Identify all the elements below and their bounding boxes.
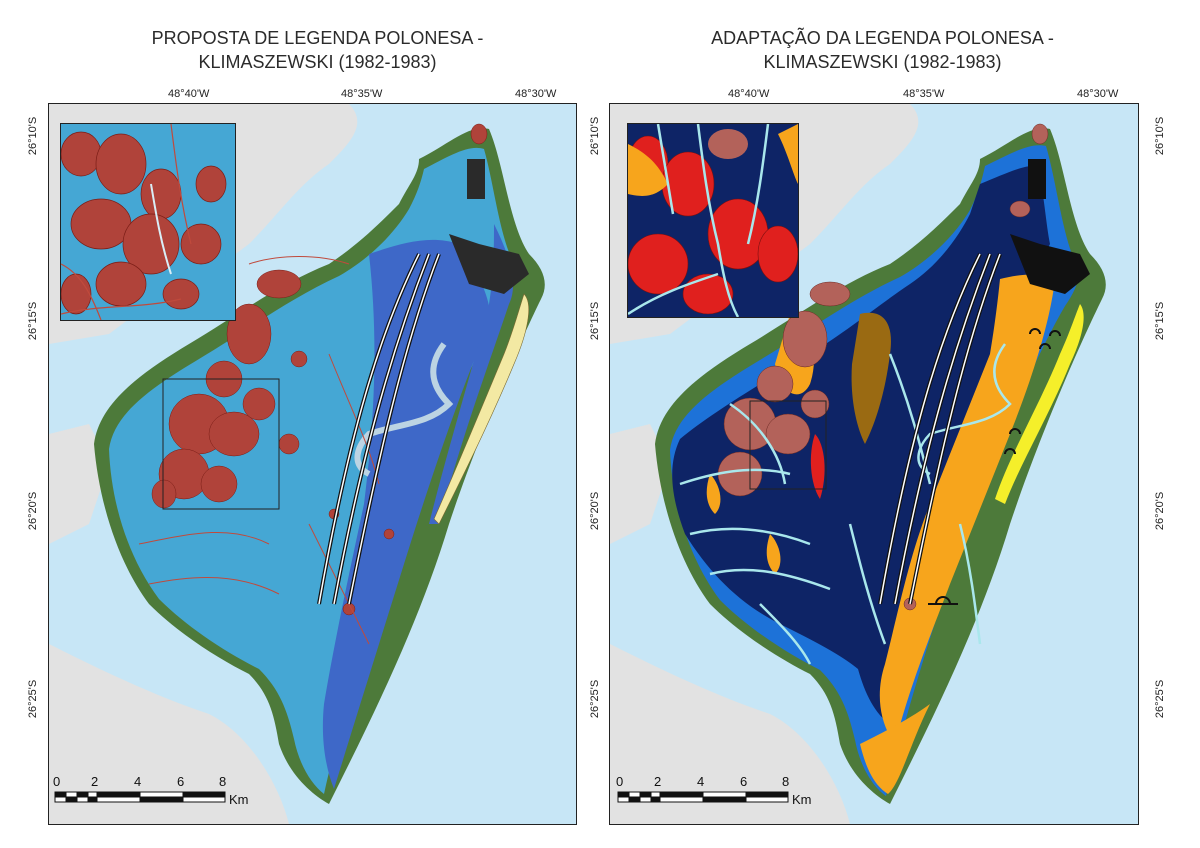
right-lon-label-1: 48°40'W xyxy=(728,88,770,100)
left-lat-label-4: 26°25'S xyxy=(27,679,40,719)
right-title-line1: ADAPTAÇÃO DA LEGENDA POLONESA - xyxy=(711,28,1054,48)
left-map-panel: 0 2 4 6 8 Km xyxy=(48,103,577,825)
right-lat-label-3: 26°20'S xyxy=(1154,491,1167,531)
right-lon-label-3: 48°30'W xyxy=(1077,88,1119,100)
left-inset-map xyxy=(60,123,236,321)
left-lat-label-3: 26°20'S xyxy=(27,491,40,531)
mid-lat-label-1: 26°10'S xyxy=(589,116,602,156)
right-lat-label-4: 26°25'S xyxy=(1154,679,1167,719)
left-scale-tick-2: 2 xyxy=(91,774,98,789)
mid-lat-label-2: 26°15'S xyxy=(589,301,602,341)
right-scale-bar: 0 2 4 6 8 Km xyxy=(616,774,812,807)
right-lat-label-1: 26°10'S xyxy=(1154,116,1167,156)
left-title-line2: KLIMASZEWSKI (1982-1983) xyxy=(198,52,437,72)
right-scale-unit: Km xyxy=(792,792,812,807)
left-map-title: PROPOSTA DE LEGENDA POLONESA - KLIMASZEW… xyxy=(60,26,575,74)
right-scale-tick-6: 6 xyxy=(740,774,747,789)
left-scale-tick-6: 6 xyxy=(177,774,184,789)
left-scale-tick-8: 8 xyxy=(219,774,226,789)
left-lon-label-3: 48°30'W xyxy=(515,88,557,100)
right-map-title: ADAPTAÇÃO DA LEGENDA POLONESA - KLIMASZE… xyxy=(625,26,1140,74)
left-title-line1: PROPOSTA DE LEGENDA POLONESA - xyxy=(151,28,484,48)
left-lon-label-2: 48°35'W xyxy=(341,88,383,100)
mid-lat-label-4: 26°25'S xyxy=(589,679,602,719)
right-scale-tick-8: 8 xyxy=(782,774,789,789)
right-lon-label-2: 48°35'W xyxy=(903,88,945,100)
left-scale-bar: 0 2 4 6 8 Km xyxy=(53,774,249,807)
right-map-panel: 0 2 4 6 8 Km xyxy=(609,103,1139,825)
right-inset-svg xyxy=(628,124,798,317)
left-lat-label-2: 26°15'S xyxy=(27,301,40,341)
right-title-line2: KLIMASZEWSKI (1982-1983) xyxy=(763,52,1002,72)
left-lat-label-1: 26°10'S xyxy=(27,116,40,156)
right-scale-tick-4: 4 xyxy=(697,774,704,789)
left-scale-tick-0: 0 xyxy=(53,774,60,789)
left-inset-svg xyxy=(61,124,227,320)
right-lat-label-2: 26°15'S xyxy=(1154,301,1167,341)
right-map-svg xyxy=(610,104,1106,824)
right-scale-tick-0: 0 xyxy=(616,774,623,789)
mid-lat-label-3: 26°20'S xyxy=(589,491,602,531)
left-scale-tick-4: 4 xyxy=(134,774,141,789)
left-lon-label-1: 48°40'W xyxy=(168,88,210,100)
left-scale-unit: Km xyxy=(229,792,249,807)
right-scale-tick-2: 2 xyxy=(654,774,661,789)
right-inset-map xyxy=(627,123,799,318)
